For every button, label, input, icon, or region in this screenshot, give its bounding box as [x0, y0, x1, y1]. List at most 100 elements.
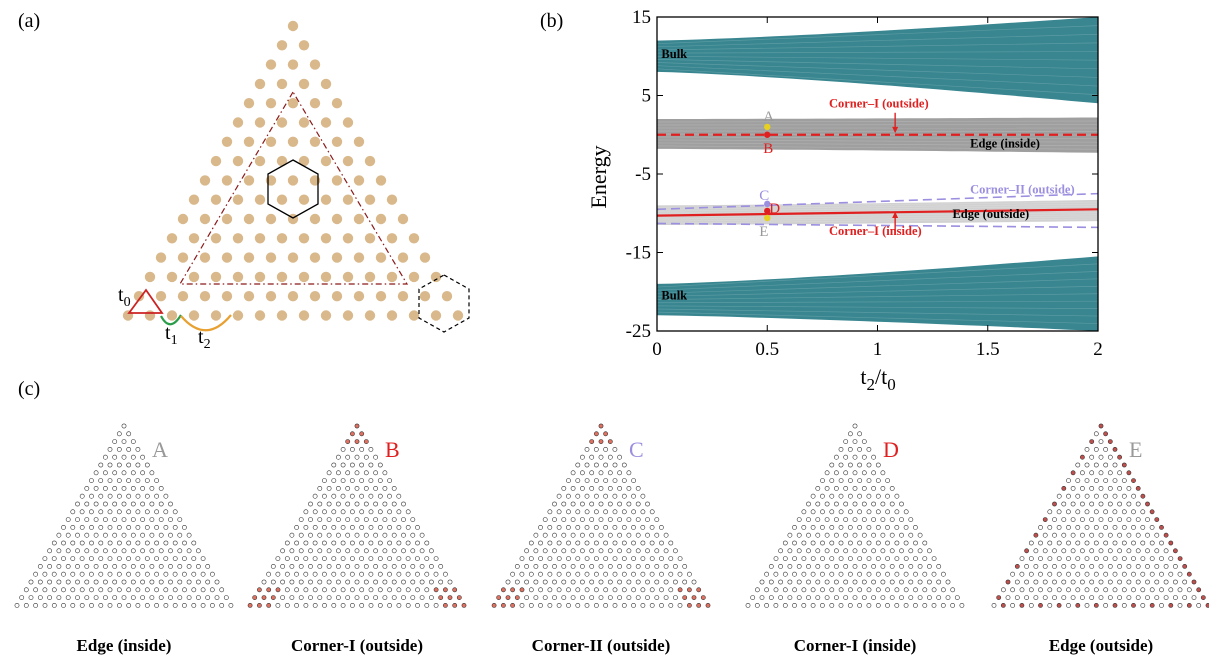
distribution-site	[1149, 509, 1155, 515]
distribution-site	[673, 564, 678, 569]
distribution-site	[349, 587, 355, 593]
distribution-site	[47, 595, 52, 600]
distribution-site	[1033, 548, 1039, 554]
distribution-site	[561, 564, 567, 569]
distribution-site	[1070, 501, 1076, 507]
distribution-site	[584, 478, 590, 483]
distribution-site	[107, 493, 113, 499]
band-texture-line	[657, 55, 1098, 61]
distribution-site	[1140, 540, 1146, 546]
distribution-site	[889, 485, 895, 491]
distribution-site	[580, 517, 585, 522]
distribution-site	[191, 556, 197, 561]
distribution-site	[913, 571, 918, 577]
distribution-site	[778, 548, 783, 554]
distribution-site	[782, 587, 788, 593]
distribution-site	[312, 509, 318, 515]
distribution-site	[1070, 595, 1076, 600]
band-texture-line	[657, 212, 1098, 218]
distribution-site	[593, 525, 599, 530]
distribution-site	[79, 525, 85, 530]
distribution-site	[368, 603, 374, 608]
distribution-site	[885, 603, 890, 608]
distribution-site	[37, 564, 43, 569]
distribution-site	[1135, 485, 1141, 491]
distribution-site	[866, 478, 872, 483]
point-d	[764, 207, 771, 215]
distribution-site	[112, 517, 118, 522]
distribution-site	[584, 540, 590, 546]
distribution-site	[866, 509, 872, 515]
distribution-site	[326, 470, 332, 476]
distribution-site	[275, 571, 281, 577]
distribution-site	[871, 517, 876, 522]
lattice-site	[221, 175, 233, 186]
distribution-site	[433, 571, 439, 577]
distribution-site	[396, 603, 402, 608]
distribution-site	[363, 517, 369, 522]
distribution-site	[1056, 603, 1062, 608]
distribution-site	[181, 556, 187, 561]
distribution-site	[75, 548, 80, 554]
distribution-site	[603, 493, 608, 499]
distribution-site	[1149, 587, 1155, 593]
distribution-site	[28, 579, 34, 585]
distribution-site	[61, 525, 66, 530]
distribution-site	[514, 564, 520, 569]
distribution-site	[144, 525, 150, 530]
distribution-site	[191, 587, 197, 593]
distribution-site	[626, 501, 632, 507]
distribution-site	[396, 556, 402, 561]
x-tick-label: 0	[652, 339, 662, 360]
distribution-site	[561, 517, 567, 522]
distribution-site	[838, 446, 844, 452]
point-e	[764, 214, 771, 222]
distribution-site	[631, 587, 636, 593]
distribution-site	[414, 571, 420, 577]
distribution-site	[612, 603, 618, 608]
lattice-site	[331, 136, 343, 147]
distribution-site	[552, 532, 557, 538]
distribution-site	[594, 571, 599, 577]
distribution-site	[1191, 579, 1197, 585]
distribution-site	[1098, 423, 1104, 429]
distribution-site	[405, 525, 411, 530]
distribution-site	[186, 595, 192, 600]
distribution-site	[140, 454, 145, 460]
distribution-site	[126, 446, 132, 452]
distribution-site	[130, 470, 136, 476]
distribution-site	[1182, 564, 1188, 569]
distribution-site	[335, 517, 341, 522]
distribution-site	[382, 595, 388, 600]
distribution-site	[552, 517, 557, 522]
lattice-site	[243, 252, 255, 263]
y-tick-label: -25	[626, 321, 651, 342]
distribution-site	[927, 595, 932, 600]
distribution-site	[65, 548, 71, 554]
distribution-site	[594, 540, 599, 546]
distribution-site	[635, 517, 641, 522]
distribution-site	[556, 493, 562, 499]
distribution-site	[433, 556, 439, 561]
distribution-site	[1075, 462, 1081, 468]
distribution-site	[1135, 579, 1141, 585]
distribution-site	[298, 579, 304, 585]
distribution-site	[815, 517, 821, 522]
distribution-site	[103, 579, 108, 585]
distribution-site	[1135, 595, 1141, 600]
arrow-head	[892, 211, 899, 218]
distribution-site	[894, 540, 900, 546]
distribution-site	[917, 532, 923, 538]
y-tick-label: 15	[632, 7, 651, 28]
distribution-site	[116, 509, 122, 515]
lattice-site	[353, 175, 365, 186]
distribution-site	[382, 501, 388, 507]
distribution-site	[1093, 603, 1099, 608]
distribution-site	[1042, 579, 1048, 585]
distribution-site	[1075, 525, 1081, 530]
lattice-site	[276, 155, 288, 167]
distribution-site	[1084, 493, 1090, 499]
distribution-site	[308, 517, 313, 522]
distribution-site	[871, 579, 876, 585]
distribution-site	[575, 587, 581, 593]
